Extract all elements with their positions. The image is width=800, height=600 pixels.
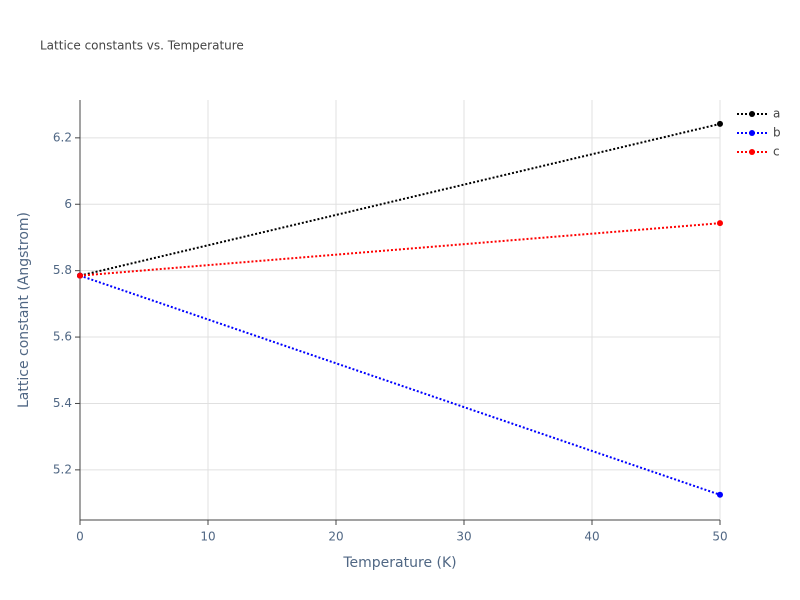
series-line	[79, 122, 721, 277]
legend-label: a	[773, 107, 780, 121]
legend-marker	[749, 111, 755, 117]
x-tick-label: 30	[456, 530, 471, 544]
series-line	[79, 274, 721, 496]
y-tick-label: 5.2	[53, 462, 72, 476]
x-tick-label: 50	[712, 530, 727, 544]
chart-title: Lattice constants vs. Temperature	[40, 39, 244, 53]
legend-label: c	[773, 145, 780, 159]
point	[717, 220, 723, 227]
y-tick-label: 5.4	[53, 396, 72, 410]
y-tick-label: 5.6	[53, 330, 72, 344]
legend-marker	[749, 149, 755, 155]
y-tick-label: 5.8	[53, 263, 72, 277]
legend-label: b	[773, 126, 781, 140]
series-line	[79, 222, 721, 277]
x-tick-label: 10	[200, 530, 215, 544]
legend-marker	[749, 130, 755, 136]
x-tick-label: 0	[76, 530, 84, 544]
point	[717, 120, 723, 127]
y-tick-label: 6.2	[53, 130, 72, 144]
y-axis-title: Lattice constant (Angstrom)	[16, 212, 32, 408]
x-tick-label: 20	[328, 530, 343, 544]
point	[717, 491, 723, 498]
point	[77, 272, 83, 279]
x-axis-title: Temperature (K)	[342, 555, 456, 571]
y-tick-label: 6	[64, 197, 72, 211]
x-tick-label: 40	[584, 530, 599, 544]
